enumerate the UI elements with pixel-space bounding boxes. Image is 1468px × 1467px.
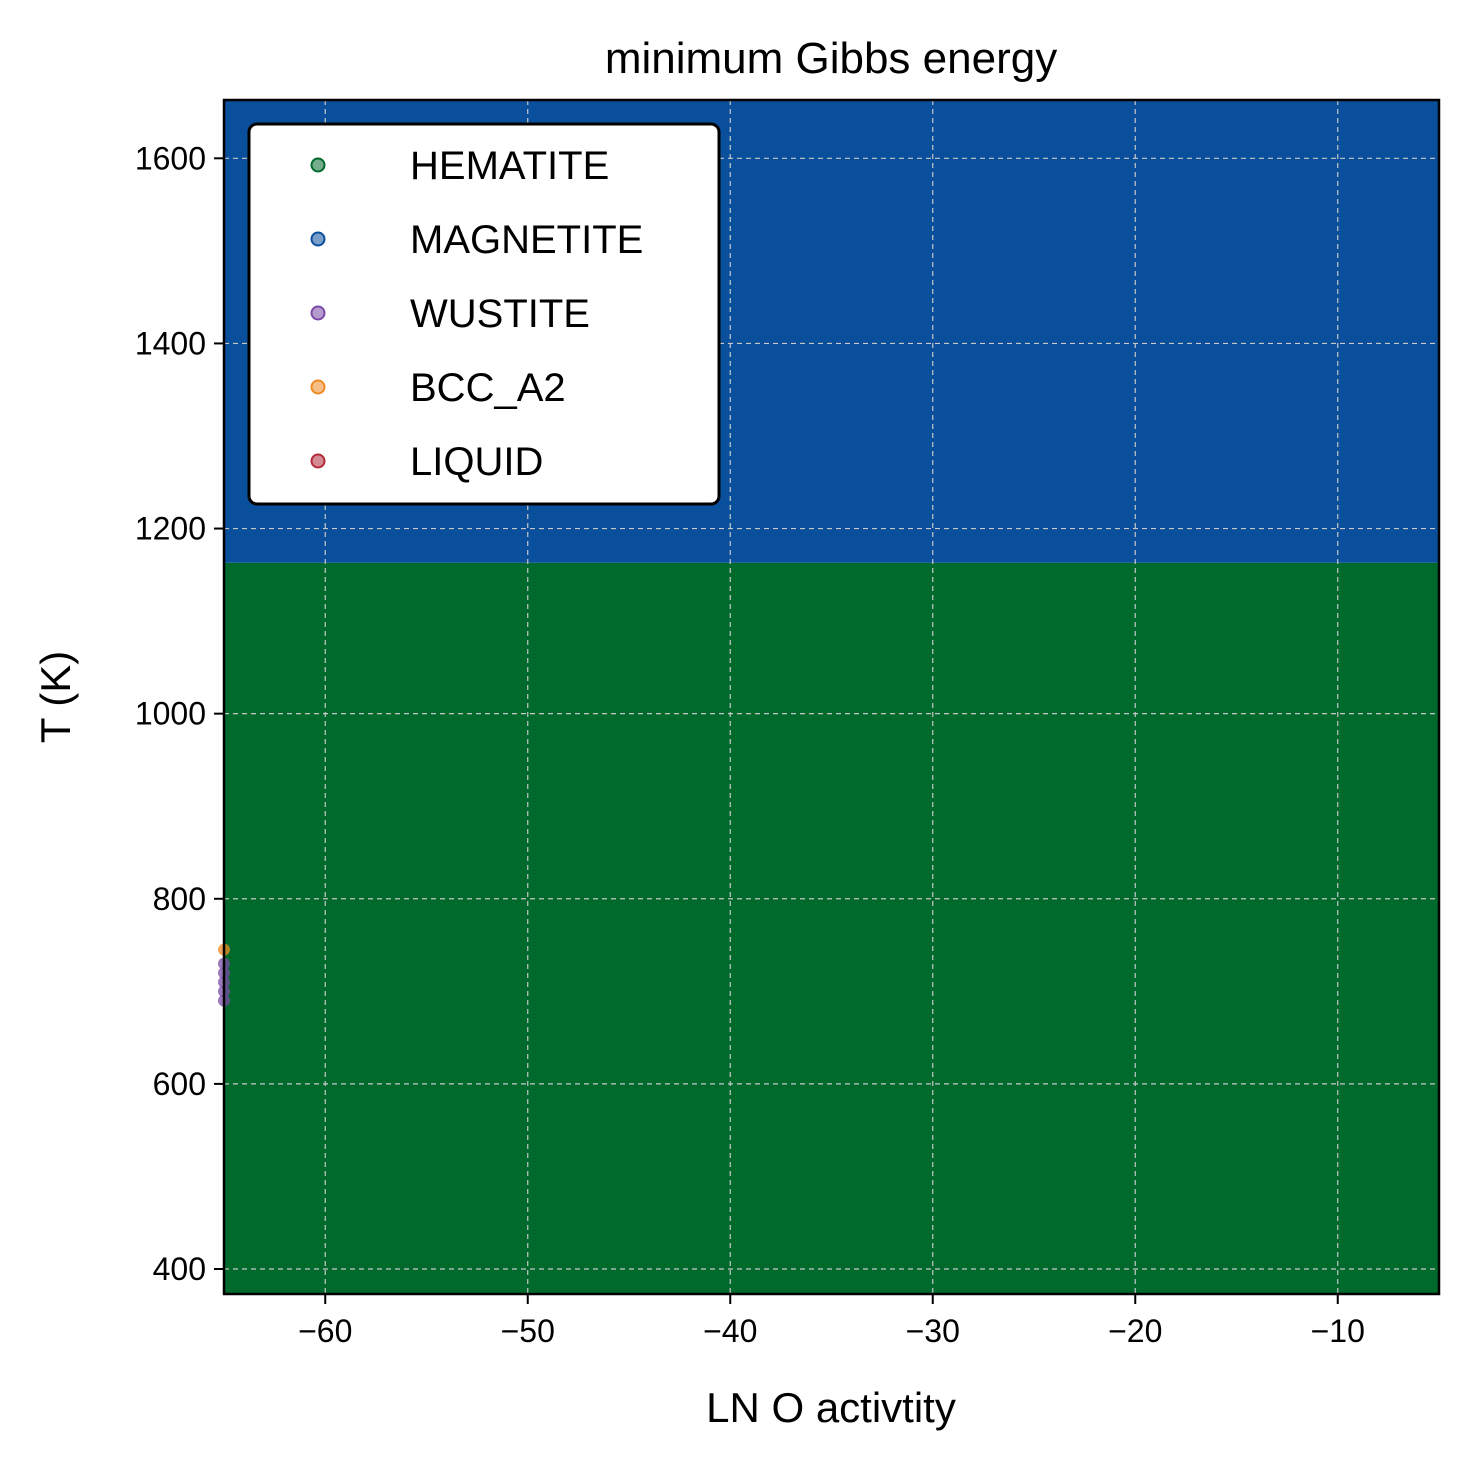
y-axis: 400 600 800 1000 1200 1400 1600	[135, 140, 224, 1287]
plot-frame	[222, 98, 1441, 1296]
y-tick-label: 1000	[135, 696, 206, 732]
legend-label: LIQUID	[410, 440, 543, 484]
phase-points	[218, 943, 230, 1007]
legend-label: MAGNETITE	[410, 218, 643, 262]
legend-marker	[310, 453, 326, 469]
legend-label: WUSTITE	[410, 292, 590, 336]
x-tick-label: −20	[1108, 1313, 1162, 1349]
x-tick-label: −10	[1311, 1313, 1365, 1349]
x-tick-label: −60	[298, 1313, 352, 1349]
y-tick-label: 1600	[135, 140, 206, 176]
legend-marker	[310, 379, 326, 395]
legend-label: HEMATITE	[410, 144, 609, 188]
x-tick-label: −30	[906, 1313, 960, 1349]
y-tick-label: 800	[153, 881, 206, 917]
y-tick-label: 600	[153, 1066, 206, 1102]
y-tick-label: 1400	[135, 325, 206, 361]
x-tick-label: −40	[703, 1313, 757, 1349]
legend-marker	[310, 231, 326, 247]
chart-title: minimum Gibbs energy	[605, 34, 1057, 83]
legend-box	[247, 122, 721, 506]
legend: HEMATITE MAGNETITE WUSTITE BCC_A2 LIQUID	[247, 122, 721, 506]
x-axis-label: LN O activtity	[706, 1384, 956, 1431]
legend-label: BCC_A2	[410, 366, 566, 410]
legend-marker	[310, 157, 326, 173]
region-hematite	[224, 562, 1439, 1294]
y-axis-label: T (K)	[32, 651, 79, 744]
y-tick-label: 400	[153, 1251, 206, 1287]
y-tick-label: 1200	[135, 511, 206, 547]
legend-marker	[310, 305, 326, 321]
x-tick-label: −50	[501, 1313, 555, 1349]
x-axis: −60 −50 −40 −30 −20 −10	[298, 1294, 1365, 1349]
